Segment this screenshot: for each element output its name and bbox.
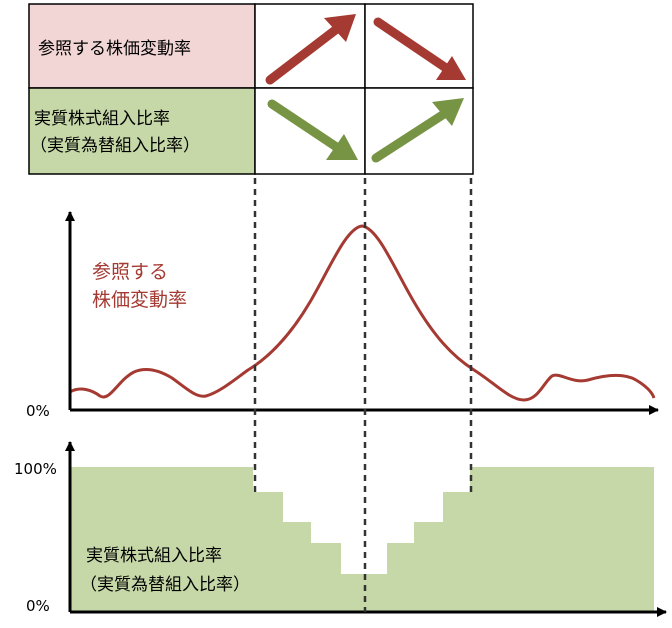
top-y-0-label: 0% xyxy=(26,402,50,420)
bottom-y-0-label: 0% xyxy=(26,597,50,615)
bottom-y-100-label: 100% xyxy=(14,460,57,478)
guide-lines xyxy=(253,178,473,612)
row1-label-cell xyxy=(28,3,256,89)
row2-label-line1: 実質株式組入比率 xyxy=(34,109,170,129)
volatility-curve xyxy=(69,224,656,402)
up-right-arrow-icon xyxy=(265,14,356,85)
bottom-label-line2: （実質為替組入比率） xyxy=(80,575,250,595)
bottom-label-line1: 実質株式組入比率 xyxy=(86,546,222,566)
row2-label-cell xyxy=(28,87,256,175)
up-right-arrow-icon xyxy=(371,98,464,163)
allocation-area xyxy=(70,467,654,612)
row2-label-line2: （実質為替組入比率） xyxy=(30,136,200,156)
down-right-arrow-icon xyxy=(373,17,466,80)
volatility-chart: 0% 参照する 株価変動率 xyxy=(26,211,659,420)
legend-table: 参照する株価変動率 実質株式組入比率 （実質為替組入比率） xyxy=(28,3,474,175)
down-right-arrow-icon xyxy=(267,99,358,160)
row1-label: 参照する株価変動率 xyxy=(38,39,191,59)
allocation-chart: 100% 0% 実質株式組入比率 （実質為替組入比率） xyxy=(14,441,667,617)
top-label-line1: 参照する xyxy=(92,261,168,283)
top-label-line2: 株価変動率 xyxy=(92,289,187,311)
